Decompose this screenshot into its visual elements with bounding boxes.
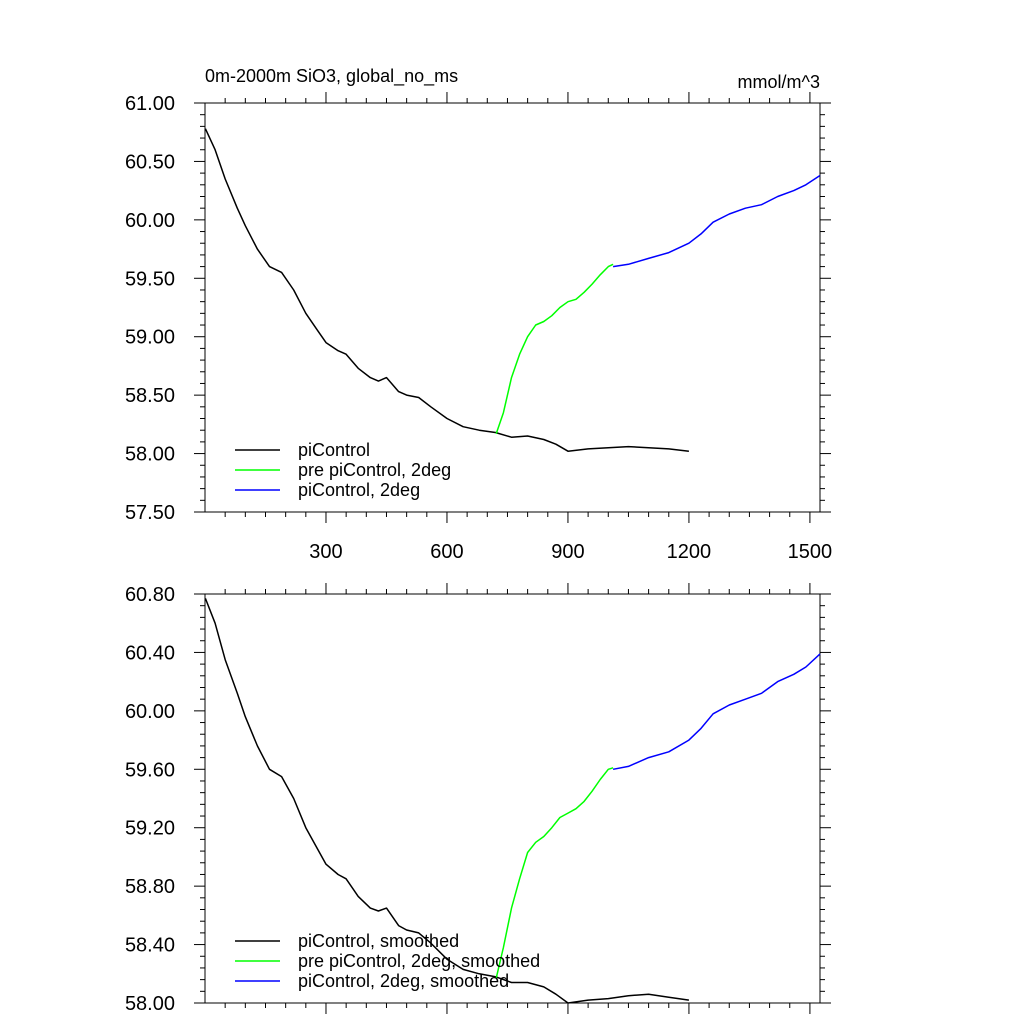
y-tick-label: 60.40 [125,642,175,664]
x-tick-label: 900 [551,541,584,563]
y-tick-label: 59.00 [125,327,175,349]
y-tick-label: 58.40 [125,935,175,957]
series-line-3 [612,174,821,268]
y-tick-label: 60.00 [125,210,175,232]
chart-title: 0m-2000m SiO3, global_no_ms [205,66,458,87]
y-tick-label: 59.50 [125,268,175,290]
legend-label-3: piControl, 2deg [298,480,420,500]
y-tick-label: 58.00 [125,444,175,466]
legend-label-1: piControl [298,440,370,460]
y-tick-label: 60.50 [125,151,175,173]
legend-label-2: pre piControl, 2deg [298,460,451,480]
y-tick-label: 59.60 [125,759,175,781]
x-tick-label: 1200 [667,541,712,563]
x-tick-label: 300 [309,541,342,563]
panel-1: 0m-2000m SiO3, global_no_ms mmol/m^3 300 60… [125,66,832,563]
units-label: mmol/m^3 [738,72,820,92]
series-line-2 [495,767,614,979]
y-tick-label: 59.20 [125,818,175,840]
legend-label-3: piControl, 2deg, smoothed [298,971,509,991]
y-tick-label: 60.00 [125,701,175,723]
y-tick-label: 58.00 [125,993,175,1015]
panel-2: 58.00 58.40 58.80 59.20 59.60 60.00 60.40 60.80… [125,583,831,1015]
series-line-1 [204,128,689,452]
y-tick-label: 61.00 [125,93,175,115]
plot-frame [204,593,821,1004]
series-line-3 [612,653,821,771]
x-tick-label: 600 [430,541,463,563]
series-line-2 [495,263,614,434]
series-line-1 [204,598,690,1004]
y-tick-label: 60.80 [125,584,175,606]
y-tick-label: 58.80 [125,876,175,898]
legend-label-2: pre piControl, 2deg, smoothed [298,951,540,971]
legend-label-1: piControl, smoothed [298,931,459,951]
plot-frame [204,102,821,513]
y-tick-label: 57.50 [125,502,175,524]
x-tick-label: 1500 [788,541,833,563]
y-tick-label: 58.50 [125,385,175,407]
